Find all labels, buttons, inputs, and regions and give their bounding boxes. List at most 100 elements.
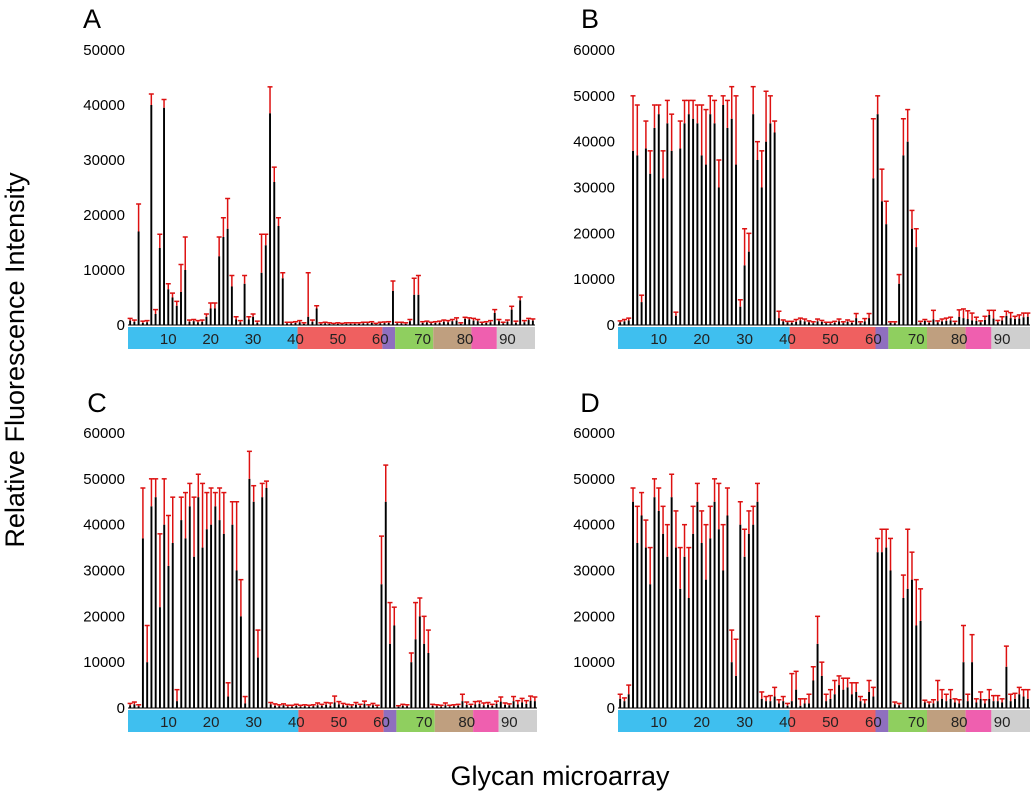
bar [235, 319, 238, 325]
bar [150, 506, 153, 708]
y-tick-label: 40000 [83, 517, 125, 534]
bar [286, 706, 289, 708]
x-tick-label: 10 [650, 331, 667, 348]
x-tick-label: 60 [372, 331, 389, 348]
bar [367, 706, 370, 708]
bar [936, 322, 939, 325]
bar [252, 501, 255, 708]
bar [752, 524, 755, 708]
bar [493, 312, 496, 325]
bar [739, 524, 742, 708]
bar [230, 286, 233, 325]
bar [915, 247, 918, 325]
bar [979, 698, 982, 708]
bar [1018, 318, 1021, 325]
y-tick-label: 0 [117, 700, 125, 717]
bar [983, 703, 986, 708]
bar [504, 704, 507, 708]
bar [872, 696, 875, 708]
bar [150, 105, 153, 325]
bar [953, 322, 956, 325]
bar [636, 543, 639, 708]
x-tick-label: 70 [908, 714, 925, 731]
y-tick-label: 50000 [83, 471, 125, 488]
bar [958, 316, 961, 325]
bar [401, 705, 404, 708]
bar [442, 321, 445, 325]
bar [201, 321, 204, 325]
bar [281, 278, 284, 325]
bar [218, 520, 221, 708]
bar [243, 283, 246, 325]
bar [521, 702, 524, 708]
bar [765, 701, 768, 708]
bar [400, 323, 403, 325]
bar [829, 698, 832, 708]
bar [670, 497, 673, 708]
bar [324, 323, 327, 325]
bar [923, 320, 926, 325]
group-band [888, 327, 927, 349]
bar [383, 323, 386, 325]
y-tick-label: 0 [607, 700, 615, 717]
bar [795, 321, 798, 325]
bar [387, 322, 390, 325]
bar [636, 155, 639, 325]
bar [506, 321, 509, 325]
bar [657, 510, 660, 708]
bar [850, 694, 853, 708]
bar [1014, 319, 1016, 325]
bar [996, 701, 999, 708]
bar [868, 691, 871, 708]
bar [1005, 666, 1008, 708]
bar [277, 226, 280, 325]
x-tick-label: 90 [994, 331, 1011, 348]
bar [825, 701, 828, 708]
bar [244, 703, 247, 708]
bar [434, 322, 437, 325]
bar [379, 323, 382, 325]
group-band [789, 710, 876, 732]
bar [743, 556, 746, 708]
bar [308, 706, 311, 708]
group-band [382, 327, 396, 349]
group-band [965, 710, 992, 732]
bar [773, 132, 776, 325]
bar [928, 322, 931, 325]
bar [315, 308, 318, 325]
bar [406, 706, 409, 708]
bar [855, 318, 858, 325]
bar [876, 114, 879, 326]
bar [133, 321, 136, 325]
bar [353, 323, 356, 325]
bar [482, 705, 485, 708]
bar [769, 701, 772, 708]
x-tick-label: 70 [414, 331, 431, 348]
bar [529, 700, 532, 708]
x-tick-label: 70 [416, 714, 433, 731]
bar [184, 270, 187, 325]
bar [722, 105, 725, 325]
bar [885, 224, 888, 325]
bar [1014, 698, 1016, 708]
bar [525, 703, 528, 708]
bar [696, 501, 699, 708]
bar [777, 318, 780, 325]
bar [141, 322, 144, 325]
bar [252, 316, 255, 325]
bar [372, 705, 374, 708]
bar [366, 323, 369, 325]
bar [175, 305, 178, 325]
bar [670, 150, 673, 325]
bar [154, 497, 157, 708]
bar [146, 322, 149, 325]
bar [915, 625, 918, 708]
bar [1001, 320, 1004, 325]
bar [307, 316, 310, 325]
bar [171, 543, 174, 708]
bar [850, 322, 853, 325]
bar [312, 706, 315, 708]
bar [735, 675, 737, 708]
bar [523, 322, 526, 325]
